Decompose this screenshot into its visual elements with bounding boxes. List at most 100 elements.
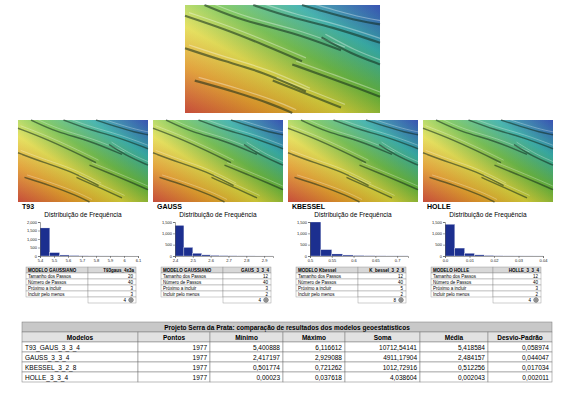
map-ridge <box>432 175 497 200</box>
tick-label: 5.9 <box>108 258 114 263</box>
table-value: 0,002043 <box>458 374 485 381</box>
map-valley <box>109 145 148 166</box>
table-cell <box>22 362 138 372</box>
table-cell <box>420 372 488 382</box>
tick-label: 1,000 <box>432 231 443 236</box>
map-ridge <box>362 163 421 188</box>
tick: 500 <box>165 242 175 247</box>
table-cell <box>210 352 283 362</box>
table-label: T93_GAUS_3_3_4 <box>25 344 80 352</box>
table-cell <box>358 279 406 285</box>
map-ridge <box>277 77 345 104</box>
table-value: 0,00023 <box>257 374 281 381</box>
map-valley <box>501 120 553 135</box>
table-cell <box>88 291 136 297</box>
table-header-cell <box>223 267 271 273</box>
map-valley <box>273 81 341 108</box>
table-cell <box>420 352 488 362</box>
tick-mark <box>308 233 310 234</box>
table-cell <box>431 285 493 291</box>
tick-mark <box>38 222 40 223</box>
bar <box>211 255 220 256</box>
map-valley <box>253 5 380 43</box>
table-cell <box>488 332 552 342</box>
map-ridge <box>247 142 286 163</box>
table-value: 2 <box>535 292 538 297</box>
map-valley <box>347 177 393 198</box>
table-label: Incluir pelo menos <box>163 292 200 297</box>
table-value: 3 <box>130 286 133 291</box>
table-cell <box>345 332 420 342</box>
bars <box>40 228 138 256</box>
table-cell <box>493 291 541 297</box>
table-value: 0,512256 <box>458 364 485 371</box>
map-ridge <box>156 150 237 183</box>
map-relief <box>185 5 380 113</box>
table-cell <box>345 342 420 352</box>
table-label: Tamanho dos Passos <box>433 274 477 279</box>
table-cell <box>488 362 552 372</box>
bar <box>354 255 365 256</box>
tick-mark <box>443 233 445 234</box>
table-cell <box>88 279 136 285</box>
tick: 5.4 <box>38 256 44 263</box>
bar <box>228 255 237 256</box>
bar <box>202 255 211 256</box>
bar <box>523 255 533 256</box>
table-value: 0,501774 <box>253 364 280 371</box>
table-cell <box>26 279 88 285</box>
axis-line <box>308 223 311 257</box>
tick: 0.04 <box>540 256 549 263</box>
tick: 2.7 <box>226 256 232 263</box>
map-ridge <box>517 142 556 163</box>
table-cell <box>22 372 138 382</box>
map-valley <box>96 120 148 135</box>
map-valley <box>153 153 234 186</box>
tick-label: 0.7 <box>395 258 401 263</box>
table-value: 3 <box>130 292 133 297</box>
table-cell <box>358 273 406 279</box>
table-cell <box>161 291 223 297</box>
table-value: 0,017034 <box>522 364 549 371</box>
map-ridge <box>306 2 384 21</box>
table-header: T93gaus_4x3a <box>103 268 134 273</box>
bar <box>89 255 99 256</box>
table-cell <box>493 273 541 279</box>
table-cell <box>138 362 210 372</box>
map-relief <box>288 120 418 202</box>
yticks-axis: 05001,0001,500 <box>432 220 446 259</box>
map-ridge <box>296 61 384 93</box>
tick: 6 <box>123 256 126 263</box>
tick: 2.8 <box>244 256 250 263</box>
map-valley <box>482 177 528 198</box>
bar <box>484 255 494 256</box>
table-cell <box>223 297 271 303</box>
table-value: 40 <box>263 280 269 285</box>
tick: 0.55 <box>328 256 337 263</box>
map-valley <box>366 120 418 135</box>
map-valley <box>90 165 149 190</box>
table-header: Desvio-Padrão <box>497 334 543 341</box>
bar <box>246 255 255 256</box>
map-ridge <box>382 142 421 163</box>
table-cell <box>88 273 136 279</box>
panel-name: T93 <box>22 203 34 210</box>
table-cell <box>488 342 552 352</box>
tick: 0.7 <box>395 256 401 263</box>
tick-mark <box>173 233 175 234</box>
table-cell <box>431 291 493 297</box>
table-header: MODELO GAUSSIANO <box>28 268 77 273</box>
chart-title: Distribuição de Frequência <box>44 211 122 219</box>
figure: T93 Distribuição de Frequência 05001,0001,… <box>0 0 570 393</box>
map-ridge <box>21 150 102 183</box>
tick-mark <box>38 239 40 240</box>
chart-title: Distribuição de Frequência <box>314 211 392 219</box>
table-value: 3 <box>535 286 538 291</box>
bar <box>255 255 264 256</box>
table-value: 2 <box>265 292 268 297</box>
map-valley <box>514 145 553 166</box>
tick-label: 500 <box>300 242 307 247</box>
table-title: Projeto Serra da Prata: comparação de re… <box>164 324 410 332</box>
table-cell <box>22 352 138 362</box>
bar <box>118 255 128 256</box>
